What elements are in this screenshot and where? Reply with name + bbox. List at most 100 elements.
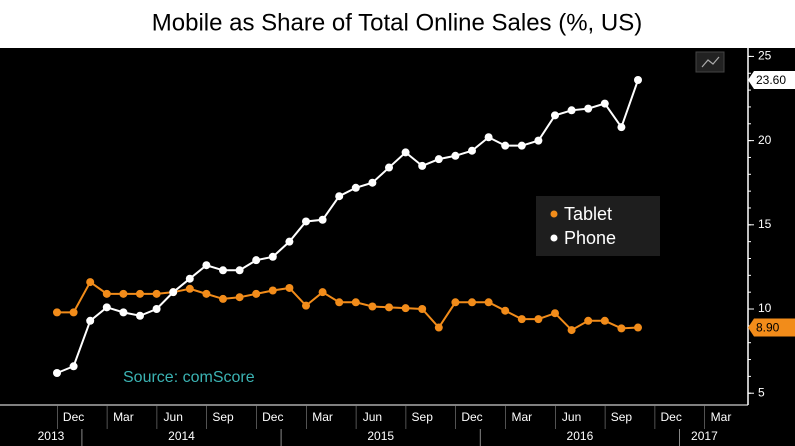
point — [136, 289, 144, 298]
point — [235, 266, 244, 275]
point — [152, 289, 161, 298]
point — [434, 155, 443, 164]
point — [351, 183, 360, 192]
point — [268, 252, 277, 261]
point — [534, 315, 543, 324]
point — [318, 215, 327, 224]
point — [484, 298, 493, 307]
y-tick-label: 10 — [758, 301, 772, 315]
point — [468, 146, 476, 155]
point — [252, 256, 261, 265]
point — [584, 316, 593, 325]
point — [385, 163, 393, 172]
year-label: 2014 — [168, 429, 195, 443]
x-tick-label: Mar — [113, 410, 134, 424]
point — [202, 261, 211, 270]
y-tick-label: 20 — [758, 133, 772, 147]
legend-swatch — [550, 210, 558, 218]
point — [385, 303, 393, 312]
point — [268, 286, 277, 295]
point — [152, 305, 161, 314]
x-tick-label: Dec — [461, 410, 482, 424]
year-label: 2017 — [691, 429, 718, 443]
point — [302, 217, 310, 226]
point — [617, 324, 626, 333]
point — [434, 323, 443, 332]
legend-swatch — [550, 234, 558, 242]
year-label: 2013 — [38, 429, 65, 443]
x-tick-label: Jun — [562, 410, 581, 424]
x-tick-label: Mar — [711, 410, 732, 424]
point — [418, 161, 427, 170]
point — [634, 323, 642, 332]
point — [318, 288, 327, 297]
point — [285, 237, 294, 246]
point — [119, 308, 128, 317]
point — [102, 289, 111, 298]
point — [517, 315, 526, 324]
point — [484, 133, 493, 142]
point — [634, 75, 642, 84]
point — [534, 136, 543, 145]
x-tick-label: Sep — [611, 410, 633, 424]
point — [567, 326, 576, 335]
point — [86, 316, 95, 325]
point — [53, 308, 61, 317]
point — [468, 298, 476, 307]
point — [69, 362, 78, 371]
legend-box — [536, 196, 660, 256]
point — [335, 192, 344, 201]
point — [401, 148, 410, 157]
x-tick-label: Dec — [262, 410, 283, 424]
source: Source: comScore — [123, 369, 255, 386]
year-label: 2016 — [567, 429, 594, 443]
point — [185, 284, 194, 293]
point — [517, 141, 526, 150]
y-tick-label: 15 — [758, 217, 772, 231]
chart-icon — [695, 51, 725, 73]
point — [368, 178, 377, 187]
point — [418, 305, 427, 314]
point — [451, 151, 460, 160]
point — [53, 369, 61, 378]
point — [285, 283, 294, 292]
point — [219, 294, 227, 303]
x-tick-label: Mar — [312, 410, 333, 424]
point — [351, 298, 360, 307]
point — [501, 306, 510, 315]
point — [185, 274, 194, 283]
y-tick-label: 5 — [758, 385, 765, 399]
point — [169, 288, 178, 297]
point — [567, 106, 576, 115]
point — [600, 99, 609, 108]
x-tick-label: Sep — [212, 410, 234, 424]
point — [252, 289, 261, 298]
point — [86, 278, 95, 287]
point — [551, 309, 559, 318]
x-tick-label: Mar — [511, 410, 532, 424]
x-tick-label: Jun — [363, 410, 382, 424]
point — [451, 298, 460, 307]
year-label: 2015 — [367, 429, 394, 443]
x-tick-label: Jun — [164, 410, 183, 424]
point — [368, 302, 377, 311]
chart-title: Mobile as Share of Total Online Sales (%… — [152, 9, 642, 36]
value-label: 23.60 — [756, 73, 786, 87]
point — [102, 303, 111, 312]
point — [69, 308, 78, 317]
point — [401, 304, 410, 313]
point — [600, 316, 609, 325]
y-tick-label: 25 — [758, 49, 772, 63]
legend-label: Phone — [564, 228, 616, 248]
point — [136, 311, 144, 320]
point — [119, 289, 128, 298]
point — [617, 123, 626, 132]
point — [235, 293, 244, 302]
value-label: 8.90 — [756, 321, 780, 335]
x-tick-label: Sep — [412, 410, 434, 424]
plot-background — [0, 48, 795, 446]
value-label-box — [748, 318, 795, 337]
legend-label: Tablet — [564, 204, 612, 224]
title-band — [0, 0, 795, 48]
